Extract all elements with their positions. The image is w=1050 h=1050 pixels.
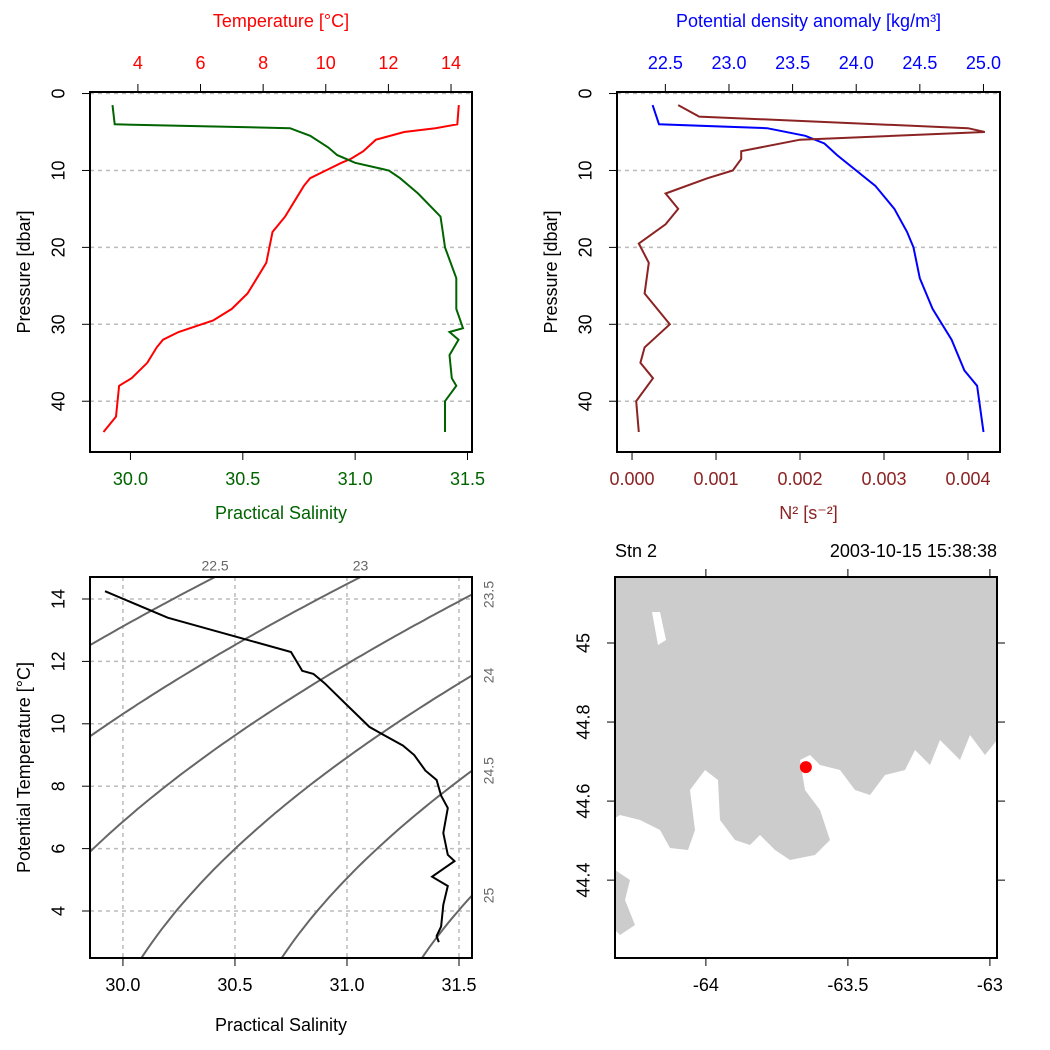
x-tick-label: 12 [378,53,398,73]
x-tick-label: 31.5 [441,975,476,995]
x-tick-label: -63 [977,975,1003,995]
x-tick-label: 0.000 [610,469,655,489]
x-tick-label: 10 [316,53,336,73]
y-tick-label: 44.4 [574,863,594,898]
isopycnal [280,769,472,958]
profile-line [651,104,985,433]
x-tick-label: 31.5 [450,469,485,489]
inlet [652,612,666,645]
y-axis-title: Potential Temperature [°C] [14,662,34,873]
y-tick-label: 4 [49,906,69,916]
ts-line [104,590,457,943]
y-axis-title: Pressure [dbar] [14,210,34,333]
station [799,761,812,774]
land [615,577,997,860]
y-tick-label: 45 [574,633,594,653]
x-tick-label: 24.5 [902,53,937,73]
isopycnal-label: 24 [481,668,497,684]
y-tick-label: 0 [49,89,69,99]
profile-line [111,104,465,432]
plot-frame [616,91,1001,453]
profile-line [635,104,986,433]
x-tick-label: 30.0 [105,975,140,995]
land [615,870,635,935]
y-tick-label: 44.6 [574,784,594,819]
x-axis-title: Potential density anomaly [kg/m³] [676,11,941,31]
y-tick-label: 10 [49,714,69,734]
isopycnal [90,593,472,853]
plot-frame [89,576,473,959]
x-tick-label: 6 [196,53,206,73]
x-axis-title: Practical Salinity [215,503,347,523]
x-tick-label: 23.5 [775,53,810,73]
y-tick-label: 44.8 [574,705,594,740]
x-tick-label: 22.5 [648,53,683,73]
y-tick-label: 10 [49,160,69,180]
x-tick-label: 8 [258,53,268,73]
coastline [615,577,997,935]
x-axis-title: N² [s⁻²] [779,503,838,523]
x-tick-label: 25.0 [966,53,1001,73]
x-tick-label: 4 [133,53,143,73]
x-tick-label: 0.003 [861,469,906,489]
x-tick-label: 30.5 [217,975,252,995]
x-tick-label: 30.5 [225,469,260,489]
x-tick-label: 31.0 [338,469,373,489]
isopycnal-label: 23.5 [481,581,497,608]
plot-frame [614,576,998,959]
y-tick-label: 40 [49,391,69,411]
isopycnal [90,577,363,738]
isopycnal-label: 22.5 [201,558,228,574]
x-tick-label: 30.0 [113,469,148,489]
x-axis-title: Practical Salinity [215,1015,347,1035]
plot-frame [89,91,473,453]
x-tick-label: 24.0 [839,53,874,73]
isopycnal [90,577,218,646]
x-tick-label: 0.002 [777,469,822,489]
map-title-left: Stn 2 [615,541,657,561]
x-tick-label: 14 [441,53,461,73]
map-title-right: 2003-10-15 15:38:38 [830,541,997,561]
y-tick-label: 12 [49,651,69,671]
y-tick-label: 6 [49,844,69,854]
y-tick-label: 20 [49,237,69,257]
y-tick-label: 10 [576,160,596,180]
x-tick-label: -63.5 [827,975,868,995]
x-tick-label: 0.001 [694,469,739,489]
profile-line [102,105,460,433]
y-tick-label: 30 [576,314,596,334]
x-tick-label: 31.0 [329,975,364,995]
isopycnal-label: 23 [353,558,369,574]
y-tick-label: 0 [576,89,596,99]
x-tick-label: 0.004 [945,469,990,489]
y-tick-label: 20 [576,237,596,257]
isopycnal-label: 25 [481,887,497,903]
y-tick-label: 40 [576,391,596,411]
x-axis-title: Temperature [°C] [213,11,349,31]
isopycnal [140,674,472,958]
x-tick-label: 23.0 [711,53,746,73]
x-tick-label: -64 [693,975,719,995]
y-axis-title: Pressure [dbar] [541,210,561,333]
isopycnal-label: 24.5 [481,757,497,784]
y-tick-label: 30 [49,314,69,334]
y-tick-label: 14 [49,589,69,609]
y-tick-label: 8 [49,781,69,791]
